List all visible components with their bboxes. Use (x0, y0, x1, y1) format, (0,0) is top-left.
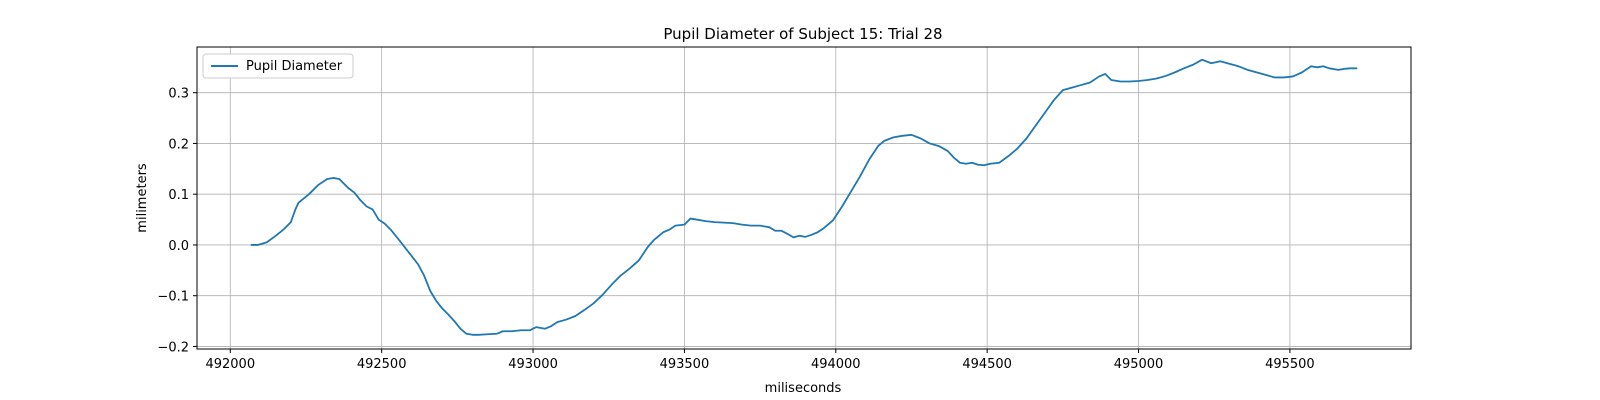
series-line-0 (250, 58, 1358, 336)
legend-label-pupil-diameter: Pupil Diameter (246, 59, 343, 74)
x-tick-label: 492000 (205, 357, 255, 372)
y-tick-label: 0.2 (168, 137, 189, 152)
x-tick-label: 493500 (660, 357, 710, 372)
x-tick-label: 493000 (508, 357, 558, 372)
tick-layer: 492000 492500 493000 493500 494000 494500 4950… (157, 87, 1314, 372)
y-tick-label: 0.1 (168, 188, 189, 203)
legend-box (202, 53, 354, 79)
y-tick-label: −0.2 (157, 340, 189, 355)
y-axis-label: milimeters (135, 163, 150, 233)
chart-title: Pupil Diameter of Subject 15: Trial 28 (663, 25, 942, 43)
x-tick-label: 495000 (1114, 357, 1164, 372)
plot-frame (196, 46, 1412, 350)
x-axis-label: miliseconds (765, 381, 842, 396)
y-tick-label: 0.0 (168, 239, 189, 254)
x-tick-label: 494000 (811, 357, 861, 372)
y-tick-label: 0.3 (168, 87, 189, 102)
x-tick-label: 494500 (962, 357, 1012, 372)
grid-layer (197, 47, 1411, 349)
legend: Pupil Diameter (202, 53, 354, 79)
y-tick-label: −0.1 (157, 290, 189, 305)
x-tick-label: 492500 (357, 357, 407, 372)
series-layer (250, 58, 1358, 336)
x-tick-label: 495500 (1265, 357, 1315, 372)
